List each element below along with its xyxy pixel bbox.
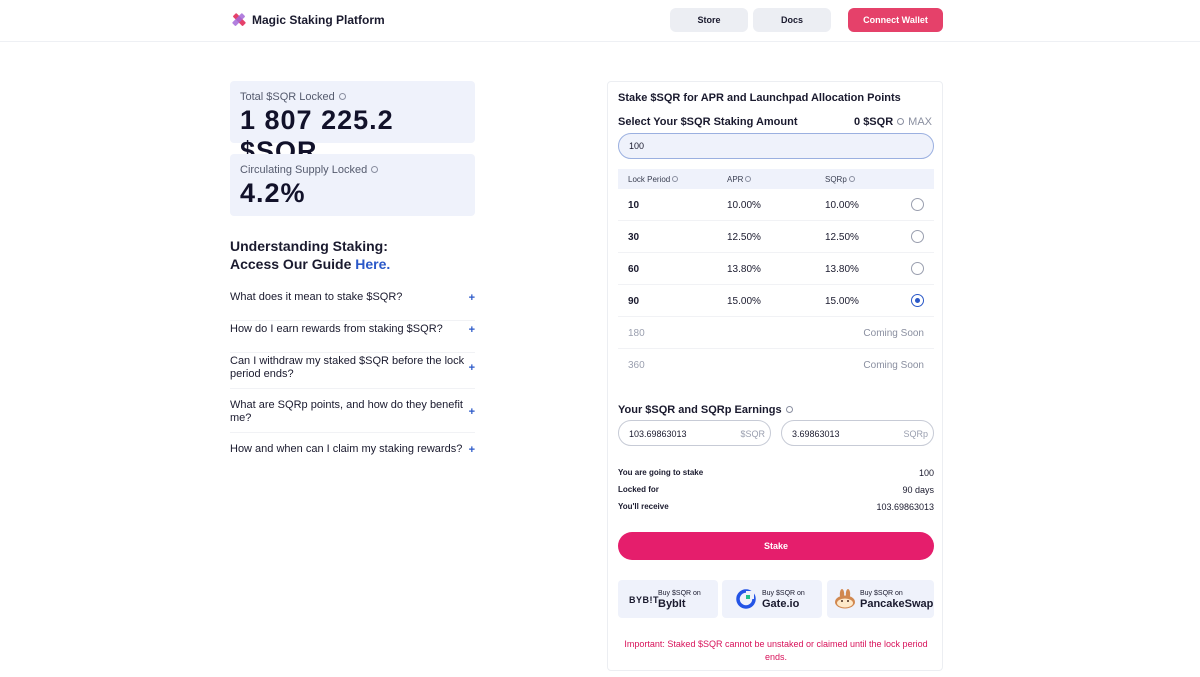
sqr-earnings-field[interactable]: 103.69863013 $SQR [618,420,771,446]
guide-link[interactable]: Here. [355,256,391,272]
plus-icon[interactable]: + [468,444,475,456]
lock-option-radio[interactable] [911,198,924,211]
total-locked-value: 1 807 225.2 $SQR [240,105,394,166]
stake-panel: Stake $SQR for APR and Launchpad Allocat… [607,81,943,671]
plus-icon[interactable]: + [468,406,475,418]
plus-icon[interactable]: + [468,292,475,304]
wallet-balance: 0 $SQR [854,116,894,128]
faq-item[interactable]: Can I withdraw my staked $SQR before the… [230,355,475,389]
coming-soon-label: Coming Soon [863,328,924,339]
lock-option-row[interactable]: 10 10.00% 10.00% [618,189,934,221]
staking-amount-label: Select Your $SQR Staking Amount [618,116,798,128]
faq-item[interactable]: How do I earn rewards from staking $SQR?… [230,323,475,353]
staking-guide-heading: Understanding Staking: Access Our Guide … [230,238,391,272]
lock-option-row[interactable]: 90 15.00% 15.00% [618,285,934,317]
supply-locked-card: Circulating Supply Locked 4.2% [230,154,475,216]
total-locked-card: Total $SQR Locked 1 807 225.2 $SQR [230,81,475,166]
lock-option-row-disabled: 360 Coming Soon [628,360,924,371]
docs-button[interactable]: Docs [753,8,831,32]
faq-item[interactable]: How and when can I claim my staking rewa… [230,443,475,456]
top-header: Magic Staking Platform Store Docs Connec… [0,0,1200,42]
store-button[interactable]: Store [670,8,748,32]
faq-item[interactable]: What does it mean to stake $SQR? + [230,291,475,321]
info-icon[interactable] [897,117,905,125]
coming-soon-label: Coming Soon [863,360,924,371]
lock-warning-text: Important: Staked $SQR cannot be unstake… [624,639,928,662]
stake-panel-title: Stake $SQR for APR and Launchpad Allocat… [618,92,901,104]
info-icon[interactable] [672,175,679,182]
connect-wallet-button[interactable]: Connect Wallet [848,8,943,32]
gateio-logo-icon [736,589,756,609]
lock-table-header: Lock Period APR SQRp [618,169,934,189]
supply-locked-label: Circulating Supply Locked [240,164,368,176]
info-icon[interactable] [371,165,379,173]
supply-locked-value: 4.2% [240,178,306,208]
info-icon[interactable] [785,405,793,413]
plus-icon[interactable]: + [468,324,475,336]
plus-icon[interactable]: + [468,362,475,374]
staking-amount-input[interactable]: 100 [618,133,934,159]
gateio-exchange-button[interactable]: Buy $SQR on Gate.io [722,580,822,618]
lock-option-radio[interactable] [911,262,924,275]
earnings-label: Your $SQR and SQRp Earnings [618,404,782,416]
total-locked-label: Total $SQR Locked [240,91,335,103]
sqrp-earnings-field[interactable]: 3.69863013 SQRp [781,420,934,446]
bybit-exchange-button[interactable]: BYB!T Buy $SQR on BybIt [618,580,718,618]
lock-option-radio[interactable] [911,230,924,243]
lock-option-radio-selected[interactable] [911,294,924,307]
faq-item[interactable]: What are SQRp points, and how do they be… [230,399,475,433]
info-icon[interactable] [745,175,752,182]
lock-option-row-disabled: 180 Coming Soon [618,317,934,349]
info-icon[interactable] [338,92,346,100]
pancake-bunny-icon [835,589,855,609]
max-button[interactable]: MAX [908,116,932,128]
brand-name[interactable]: Magic Staking Platform [252,13,385,27]
bybit-logo: BYB!T [629,595,659,605]
stake-button[interactable]: Stake [618,532,934,560]
brand-logo-icon[interactable] [230,11,248,29]
pancakeswap-exchange-button[interactable]: Buy $SQR on PancakeSwap [827,580,934,618]
lock-option-row[interactable]: 30 12.50% 12.50% [618,221,934,253]
info-icon[interactable] [848,175,855,182]
lock-option-row[interactable]: 60 13.80% 13.80% [618,253,934,285]
